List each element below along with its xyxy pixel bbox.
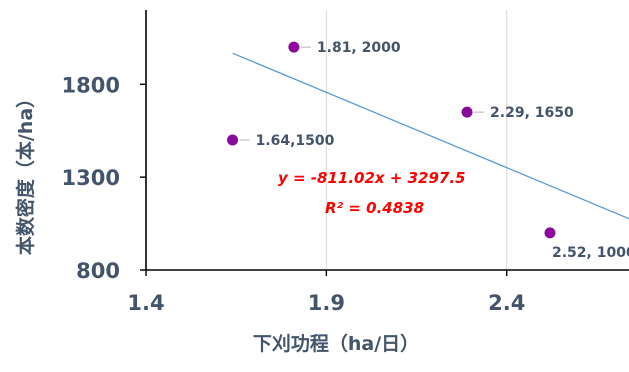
data-point	[461, 106, 473, 118]
x-tick-label: 1.4	[127, 291, 164, 315]
y-axis-title: 本数密度（本/ha）	[14, 89, 37, 255]
data-point	[544, 227, 556, 239]
trendline	[232, 52, 629, 220]
data-point	[227, 134, 239, 146]
grid-lines	[325, 10, 508, 270]
tick-labels: 800 1300 1800 1.4 1.9 2.4	[62, 73, 526, 315]
x-tick-label: 2.4	[488, 291, 525, 315]
data-label: 2.29, 1650	[490, 105, 574, 121]
y-tick-label: 1300	[62, 166, 120, 190]
trendline-equation: y = -811.02x + 3297.5	[278, 169, 465, 187]
axes	[140, 10, 629, 276]
x-axis-title: 下刈功程（ha/日）	[253, 332, 419, 355]
r-squared-label: R² = 0.4838	[325, 199, 424, 217]
data-points	[227, 41, 556, 239]
y-tick-label: 1800	[62, 73, 120, 97]
data-label: 1.64,1500	[256, 133, 335, 149]
data-label: 2.52, 1000	[552, 245, 629, 261]
x-tick-label: 1.9	[308, 291, 345, 315]
data-labels: 1.81, 2000 1.64,1500 2.29, 1650 2.52, 1000	[239, 40, 629, 261]
data-point	[288, 41, 300, 53]
y-tick-label: 800	[76, 259, 120, 283]
data-label: 1.81, 2000	[317, 40, 401, 56]
trendline-group	[232, 52, 629, 220]
